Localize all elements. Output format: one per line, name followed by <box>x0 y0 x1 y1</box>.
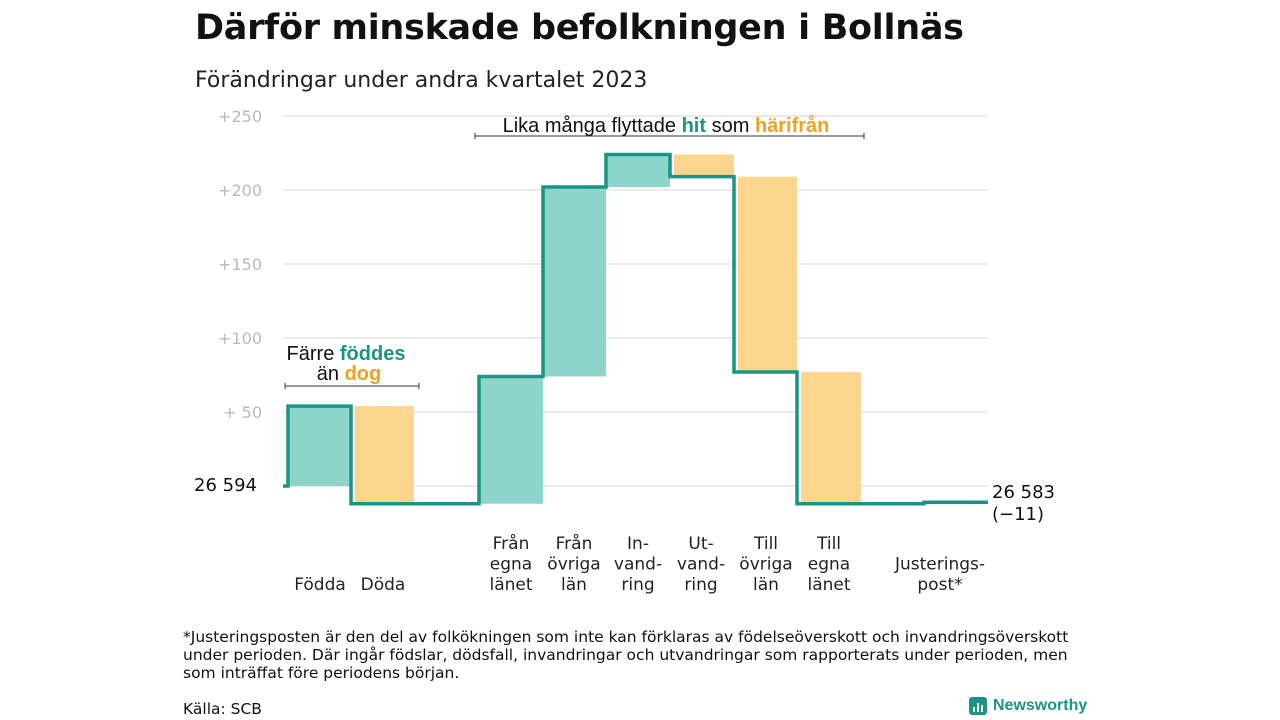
y-tick-label-1: +200 <box>218 181 262 200</box>
y-tick-label-3: +100 <box>218 329 262 348</box>
bar-4 <box>606 154 670 188</box>
chart-subtitle: Förändringar under andra kvartalet 2023 <box>195 68 648 93</box>
bar-2 <box>479 376 543 504</box>
brand-logo: Newsworthy <box>969 697 1087 715</box>
waterfall-chart: +250 +200 +150 +100 + 50 Födda Döda Från egna lä… <box>194 107 1055 595</box>
end-value-label-1: (−11) <box>992 504 1044 525</box>
category-label-7: Till egna länet <box>807 534 850 595</box>
category-label-1: Döda <box>361 575 406 595</box>
bar-3 <box>543 187 606 377</box>
step-line <box>283 152 988 506</box>
category-label-3: Från övriga län <box>547 533 600 595</box>
category-label-5: Ut-vand-ring <box>677 534 725 595</box>
source: Källa: SCB <box>183 700 262 718</box>
annotation-moves-bracket <box>474 133 865 139</box>
step-line-path <box>283 152 988 506</box>
bars <box>288 154 861 504</box>
y-axis-ticks: +250 +200 +150 +100 + 50 <box>218 107 262 422</box>
bar-5 <box>674 154 734 177</box>
annotation-births-line1: Färre föddes <box>287 343 406 365</box>
y-tick-label-2: +150 <box>218 255 262 274</box>
bar-1 <box>355 406 414 504</box>
category-labels: Födda Döda Från egna länet Från övriga län In-va… <box>294 533 985 595</box>
chart-title: Därför minskade befolkningen i Bollnäs <box>195 8 964 48</box>
annotation-births-line2: än dog <box>317 363 381 385</box>
footnote: *Justeringsposten är den del av folkökni… <box>183 628 1069 682</box>
brand-name: Newsworthy <box>993 697 1088 714</box>
y-tick-label-0: +250 <box>218 107 262 126</box>
end-labels: 26 594 26 583(−11) <box>194 475 1055 525</box>
y-tick-label-4: + 50 <box>223 403 262 422</box>
start-value-label: 26 594 <box>194 475 257 496</box>
bar-6 <box>738 176 797 373</box>
category-label-6: Till övriga län <box>739 534 792 595</box>
category-label-0: Födda <box>294 575 346 595</box>
newsworthy-logo-icon <box>969 697 987 715</box>
end-value-label-0: 26 583 <box>992 482 1055 503</box>
category-label-8: Justerings-post* <box>894 555 985 596</box>
annotation-moves-text: Lika många flyttade hit som härifrån <box>503 114 830 137</box>
annotation-births-bracket <box>284 383 420 389</box>
category-label-4: In-vand-ring <box>614 534 662 595</box>
category-label-2: Från egna länet <box>489 533 532 595</box>
bar-7 <box>801 372 861 504</box>
bar-0 <box>288 406 351 486</box>
